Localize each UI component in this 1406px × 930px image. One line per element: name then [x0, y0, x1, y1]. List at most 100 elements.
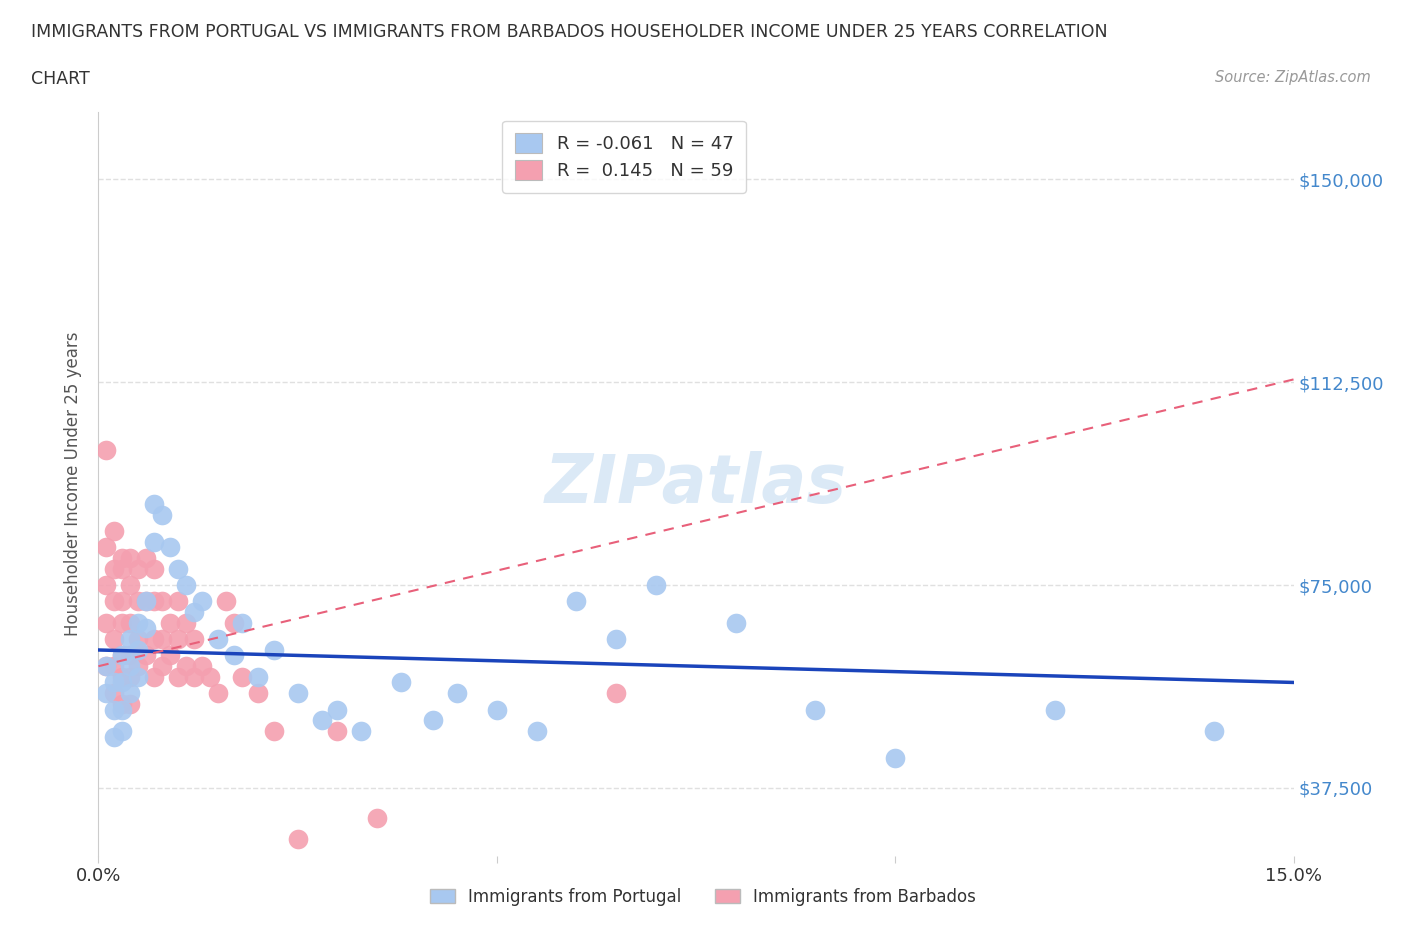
Point	[111, 702, 134, 717]
Point	[884, 751, 907, 765]
Point	[207, 631, 229, 646]
Point	[111, 616, 134, 631]
Text: IMMIGRANTS FROM PORTUGAL VS IMMIGRANTS FROM BARBADOS HOUSEHOLDER INCOME UNDER 25: IMMIGRANTS FROM PORTUGAL VS IMMIGRANTS F…	[31, 23, 1108, 41]
Y-axis label: Householder Income Under 25 years: Householder Income Under 25 years	[65, 331, 83, 636]
Point	[143, 535, 166, 550]
Point	[350, 724, 373, 738]
Point	[183, 670, 205, 684]
Point	[96, 443, 118, 458]
Point	[96, 578, 118, 592]
Point	[120, 697, 142, 711]
Legend: R = -0.061   N = 47, R =  0.145   N = 59: R = -0.061 N = 47, R = 0.145 N = 59	[502, 121, 747, 193]
Point	[111, 675, 134, 690]
Point	[120, 670, 142, 684]
Point	[103, 729, 125, 744]
Point	[174, 658, 197, 673]
Text: ZIPatlas: ZIPatlas	[546, 451, 846, 516]
Text: Source: ZipAtlas.com: Source: ZipAtlas.com	[1215, 70, 1371, 85]
Point	[565, 594, 588, 609]
Point	[150, 658, 173, 673]
Point	[222, 616, 245, 631]
Point	[485, 702, 508, 717]
Point	[96, 658, 118, 673]
Point	[135, 648, 157, 663]
Point	[135, 621, 157, 636]
Point	[183, 631, 205, 646]
Point	[311, 713, 333, 728]
Point	[120, 578, 142, 592]
Point	[645, 578, 668, 592]
Point	[207, 685, 229, 700]
Legend: Immigrants from Portugal, Immigrants from Barbados: Immigrants from Portugal, Immigrants fro…	[423, 881, 983, 912]
Point	[127, 631, 149, 646]
Point	[183, 604, 205, 619]
Point	[103, 562, 125, 577]
Point	[120, 685, 142, 700]
Point	[120, 616, 142, 631]
Point	[103, 685, 125, 700]
Point	[198, 670, 221, 684]
Point	[246, 685, 269, 700]
Point	[111, 697, 134, 711]
Point	[127, 658, 149, 673]
Point	[222, 648, 245, 663]
Point	[103, 524, 125, 538]
Point	[135, 594, 157, 609]
Point	[159, 539, 181, 554]
Point	[191, 658, 214, 673]
Point	[111, 648, 134, 663]
Point	[143, 562, 166, 577]
Point	[167, 670, 190, 684]
Point	[159, 616, 181, 631]
Point	[111, 551, 134, 565]
Point	[804, 702, 827, 717]
Point	[167, 631, 190, 646]
Point	[143, 594, 166, 609]
Point	[231, 616, 253, 631]
Point	[724, 616, 747, 631]
Point	[143, 670, 166, 684]
Point	[103, 702, 125, 717]
Point	[191, 594, 214, 609]
Point	[287, 832, 309, 847]
Point	[150, 631, 173, 646]
Point	[167, 562, 190, 577]
Point	[135, 594, 157, 609]
Point	[143, 631, 166, 646]
Point	[111, 594, 134, 609]
Point	[246, 670, 269, 684]
Point	[103, 675, 125, 690]
Point	[96, 616, 118, 631]
Point	[287, 685, 309, 700]
Point	[326, 702, 349, 717]
Point	[215, 594, 238, 609]
Text: CHART: CHART	[31, 70, 90, 87]
Point	[127, 594, 149, 609]
Point	[96, 658, 118, 673]
Point	[127, 616, 149, 631]
Point	[422, 713, 444, 728]
Point	[127, 670, 149, 684]
Point	[111, 648, 134, 663]
Point	[103, 658, 125, 673]
Point	[120, 551, 142, 565]
Point	[111, 562, 134, 577]
Point	[120, 658, 142, 673]
Point	[326, 724, 349, 738]
Point	[127, 562, 149, 577]
Point	[167, 594, 190, 609]
Point	[120, 631, 142, 646]
Point	[111, 724, 134, 738]
Point	[111, 670, 134, 684]
Point	[1043, 702, 1066, 717]
Point	[231, 670, 253, 684]
Point	[366, 810, 388, 825]
Point	[605, 631, 627, 646]
Point	[135, 551, 157, 565]
Point	[605, 685, 627, 700]
Point	[174, 616, 197, 631]
Point	[143, 497, 166, 512]
Point	[389, 675, 412, 690]
Point	[150, 594, 173, 609]
Point	[103, 594, 125, 609]
